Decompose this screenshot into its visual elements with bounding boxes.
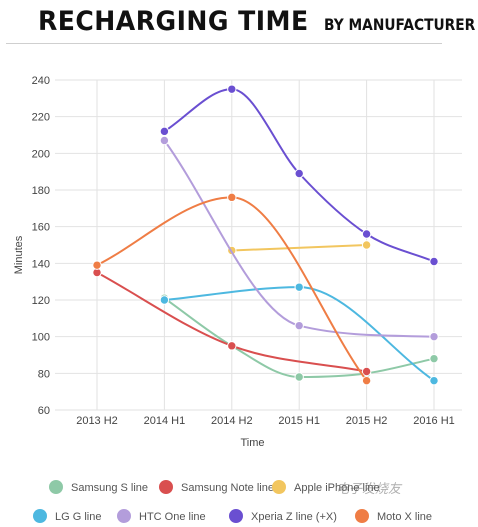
data-point-lg-g-line bbox=[429, 375, 439, 386]
data-point-xperia-z-line-x bbox=[159, 126, 170, 137]
chart-title-main: RECHARGING TIME bbox=[38, 6, 309, 37]
data-point-xperia-z-line-x bbox=[429, 256, 439, 267]
legend-label-samsung-note-line: Samsung Note line bbox=[181, 482, 274, 494]
data-point-samsung-s-line bbox=[429, 353, 439, 364]
y-tick-label: 60 bbox=[38, 405, 50, 417]
data-point-htc-one-line bbox=[429, 331, 439, 342]
legend-swatch-xperia-z-line-x bbox=[229, 509, 243, 523]
y-tick-label: 220 bbox=[32, 112, 50, 124]
legend-label-xperia-z-line-x: Xperia Z line (+X) bbox=[251, 511, 337, 523]
x-tick-label: 2016 H1 bbox=[413, 415, 455, 427]
y-tick-label: 140 bbox=[32, 258, 50, 270]
legend-swatch-samsung-s-line bbox=[49, 480, 63, 494]
legend-label-htc-one-line: HTC One line bbox=[139, 511, 206, 523]
data-point-moto-x-line bbox=[92, 260, 102, 270]
data-point-xperia-z-line-x bbox=[361, 229, 372, 239]
x-tick-label: 2013 H2 bbox=[76, 415, 118, 427]
data-point-apple-iphone-line bbox=[361, 240, 372, 250]
x-tick-label: 2015 H1 bbox=[278, 415, 320, 427]
series-line-htc-one-line bbox=[163, 139, 435, 338]
chart-title-sub: BY MANUFACTURER bbox=[323, 15, 476, 34]
y-tick-label: 120 bbox=[32, 295, 50, 307]
data-point-samsung-note-line bbox=[227, 341, 237, 351]
data-point-xperia-z-line-x bbox=[227, 84, 237, 94]
x-tick-label: 2014 H1 bbox=[144, 415, 186, 427]
x-axis-title: Time bbox=[240, 437, 264, 449]
watermark: 电子发烧友 bbox=[336, 482, 402, 497]
title-divider bbox=[6, 43, 442, 44]
legend-label-apple-iphone-line: Apple iPhone line bbox=[294, 482, 380, 494]
data-point-moto-x-line bbox=[227, 192, 237, 203]
series-line-apple-iphone-line bbox=[231, 244, 367, 252]
y-axis-title: Minutes bbox=[13, 235, 25, 274]
data-point-xperia-z-line-x bbox=[294, 168, 304, 179]
data-point-lg-g-line bbox=[294, 282, 304, 292]
data-point-samsung-note-line bbox=[361, 366, 372, 377]
data-point-samsung-s-line bbox=[294, 372, 304, 382]
data-point-htc-one-line bbox=[159, 135, 170, 146]
legend-swatch-apple-iphone-line bbox=[272, 480, 286, 494]
data-point-htc-one-line bbox=[294, 320, 304, 331]
legend-swatch-samsung-note-line bbox=[159, 480, 173, 494]
y-tick-label: 80 bbox=[38, 368, 50, 380]
data-point-lg-g-line bbox=[159, 295, 170, 305]
legend-swatch-moto-x-line bbox=[355, 509, 369, 523]
legend-swatch-lg-g-line bbox=[33, 509, 47, 523]
y-tick-label: 160 bbox=[32, 222, 50, 234]
data-point-moto-x-line bbox=[361, 375, 372, 386]
y-tick-label: 180 bbox=[32, 185, 50, 197]
legend-label-lg-g-line: LG G line bbox=[55, 511, 101, 523]
legend-swatch-htc-one-line bbox=[117, 509, 131, 523]
chart-title: RECHARGING TIME BY MANUFACTURER bbox=[38, 6, 478, 37]
x-tick-label: 2015 H2 bbox=[346, 415, 388, 427]
legend-label-moto-x-line: Moto X line bbox=[377, 511, 432, 523]
y-tick-label: 200 bbox=[32, 148, 50, 160]
y-tick-label: 100 bbox=[32, 332, 50, 344]
legend-label-samsung-s-line: Samsung S line bbox=[71, 482, 148, 494]
y-tick-label: 240 bbox=[32, 75, 50, 87]
x-tick-label: 2014 H2 bbox=[211, 415, 253, 427]
